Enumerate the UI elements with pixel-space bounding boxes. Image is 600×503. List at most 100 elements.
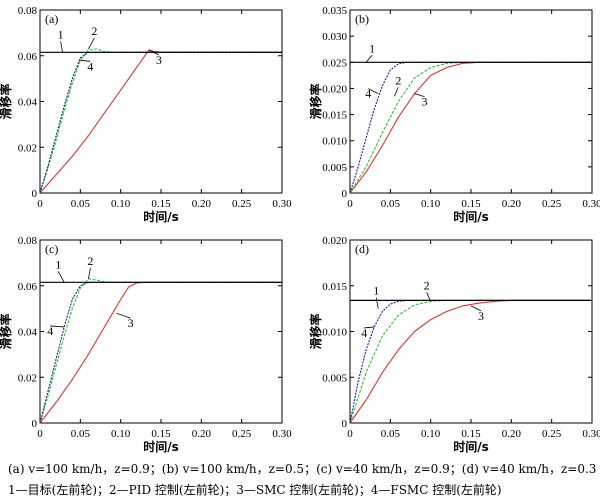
- series-line-2: [349, 299, 592, 424]
- series-label-4: 4: [87, 59, 93, 73]
- x-tick-label: 0.25: [542, 198, 562, 210]
- x-axis-title: 时间/s: [143, 439, 179, 454]
- series-label-3: 3: [478, 309, 484, 323]
- y-tick-label: 0.005: [322, 162, 347, 174]
- series-line-4: [349, 299, 592, 424]
- y-tick-label: 0.020: [322, 83, 347, 95]
- chart-panel-3: 0 0.05 0.10 0.15 0.20 0.25 0.30 0 0.02 0.04 0.06 0.…: [0, 235, 292, 454]
- series-line-3: [349, 61, 592, 194]
- chart-panel-1: 0 0.05 0.10 0.15 0.20 0.25 0.30 0 0.02 0.04 0.06 0.…: [0, 5, 292, 224]
- series-label-4: 4: [47, 324, 53, 338]
- panel-label: (d): [355, 242, 369, 256]
- chart-panel-4: 0 0.05 0.10 0.15 0.20 0.25 0.30 0 0.005 0.010 0.01…: [308, 235, 600, 454]
- y-axis-title: 滑移率: [0, 83, 13, 119]
- series-label-leader: [414, 93, 425, 98]
- x-tick-label: 0.30: [272, 428, 292, 440]
- series-line-2: [39, 48, 282, 194]
- y-tick-label: 0: [342, 188, 348, 200]
- x-tick-label: 0.10: [111, 428, 131, 440]
- y-tick-label: 0.010: [322, 136, 347, 148]
- x-tick-label: 0.30: [272, 198, 292, 210]
- y-tick-label: 0: [342, 418, 348, 430]
- x-tick-label: 0.10: [111, 198, 131, 210]
- y-axis-title: 滑移率: [0, 313, 13, 349]
- series-label-3: 3: [128, 316, 134, 330]
- series-label-leader: [88, 267, 91, 279]
- series-label-2: 2: [87, 254, 93, 268]
- x-tick-label: 0.20: [192, 428, 212, 440]
- x-tick-label: 0.05: [381, 198, 401, 210]
- series-label-3: 3: [156, 53, 162, 67]
- x-axis-title: 时间/s: [453, 209, 489, 224]
- x-tick-label: 0.25: [232, 198, 252, 210]
- figure-2x2-slip-rate-charts: 0 0.05 0.10 0.15 0.20 0.25 0.30 0 0.02 0.04 0.06 0.…: [0, 5, 600, 454]
- y-tick-label: 0: [32, 188, 38, 200]
- series-label-leader: [368, 88, 379, 95]
- series-label-1: 1: [55, 257, 61, 271]
- series-label-leader: [364, 326, 375, 329]
- x-tick-label: 0.05: [71, 198, 91, 210]
- x-tick-label: 0.15: [461, 198, 481, 210]
- panel-label: (a): [45, 12, 58, 26]
- x-tick-label: 0: [347, 198, 353, 210]
- x-tick-label: 0.05: [381, 428, 401, 440]
- y-tick-label: 0.015: [322, 110, 347, 122]
- panel-label: (b): [355, 12, 369, 26]
- series-label-1: 1: [373, 284, 379, 298]
- series-line-3: [349, 299, 592, 424]
- x-tick-label: 0.20: [502, 428, 522, 440]
- series-line-4: [349, 61, 592, 194]
- caption-legend: 1—目标(左前轮)；2—PID 控制(左前轮)；3—SMC 控制(左前轮)；4—…: [8, 483, 502, 497]
- x-tick-label: 0.15: [151, 428, 171, 440]
- y-tick-label: 0.030: [322, 31, 347, 43]
- y-axis-title: 滑移率: [308, 313, 323, 349]
- plot-frame: [349, 9, 593, 194]
- x-tick-label: 0.20: [192, 198, 212, 210]
- x-tick-label: 0.10: [421, 428, 441, 440]
- panel-label: (c): [45, 242, 58, 256]
- series-line-3: [39, 49, 282, 194]
- x-tick-label: 0.30: [582, 428, 600, 440]
- series-line-2: [39, 278, 282, 424]
- x-tick-label: 0.30: [582, 198, 600, 210]
- y-tick-label: 0.02: [18, 372, 37, 384]
- series-label-leader: [116, 312, 131, 319]
- x-axis-title: 时间/s: [143, 209, 179, 224]
- plot-frame: [39, 239, 283, 424]
- series-label-2: 2: [91, 24, 97, 38]
- plot-frame: [39, 9, 283, 194]
- y-tick-label: 0.025: [322, 57, 347, 69]
- x-tick-label: 0.25: [542, 428, 562, 440]
- y-axis-title: 滑移率: [308, 83, 323, 119]
- chart-panel-2: 0 0.05 0.10 0.15 0.20 0.25 0.30 0 0.005 0.010 0.01…: [308, 5, 600, 224]
- y-tick-label: 0.08: [18, 5, 38, 17]
- series-label-leader: [80, 59, 91, 62]
- series-label-2: 2: [395, 73, 401, 87]
- y-tick-label: 0.015: [322, 281, 347, 293]
- series-label-4: 4: [361, 326, 367, 340]
- x-tick-label: 0: [37, 198, 43, 210]
- series-label-leader: [57, 271, 65, 283]
- y-tick-label: 0.04: [18, 97, 38, 109]
- y-tick-label: 0.020: [322, 235, 347, 247]
- series-label-leader: [394, 87, 399, 97]
- y-tick-label: 0.04: [18, 327, 38, 339]
- x-tick-label: 0.05: [71, 428, 91, 440]
- x-tick-label: 0.15: [151, 198, 171, 210]
- series-label-leader: [470, 305, 482, 312]
- series-label-leader: [88, 37, 95, 50]
- y-tick-label: 0.02: [18, 142, 37, 154]
- series-line-2: [349, 61, 592, 194]
- y-tick-label: 0.035: [322, 5, 347, 17]
- caption-conditions: (a) v=100 km/h，z=0.9；(b) v=100 km/h，z=0.…: [8, 462, 597, 476]
- x-tick-label: 0: [347, 428, 353, 440]
- series-label-leader: [148, 49, 160, 56]
- plot-frame: [349, 239, 593, 424]
- y-tick-label: 0.005: [322, 372, 347, 384]
- series-line-4: [39, 51, 282, 194]
- x-tick-label: 0.10: [421, 198, 441, 210]
- y-tick-label: 0.06: [18, 51, 38, 63]
- series-label-leader: [365, 55, 373, 63]
- series-label-1: 1: [369, 41, 375, 55]
- series-line-3: [39, 281, 282, 424]
